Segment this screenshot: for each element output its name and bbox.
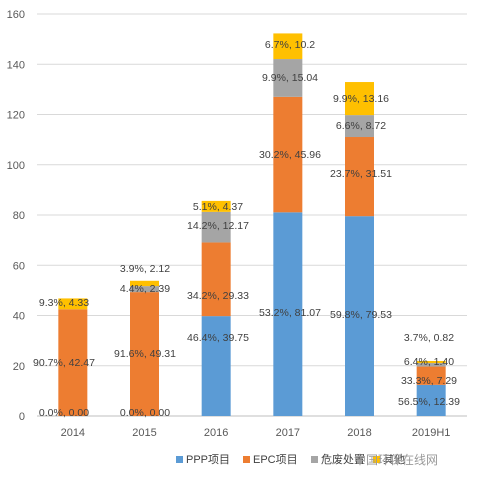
data-label: 6.6%, 8.72 xyxy=(336,120,386,132)
legend-swatch xyxy=(176,456,183,463)
legend: PPP项目 EPC项目 危废处置 其他 xyxy=(176,452,405,466)
gridlines xyxy=(37,13,467,417)
y-tick-label: 60 xyxy=(13,260,25,272)
data-label: 90.7%, 42.47 xyxy=(33,357,95,369)
y-tick-label: 100 xyxy=(7,160,25,172)
bar-segment xyxy=(416,384,446,416)
bar-segment xyxy=(345,216,374,416)
data-label: 33.3%, 7.29 xyxy=(401,375,457,387)
bar-segment xyxy=(201,211,231,243)
data-label: 91.6%, 49.31 xyxy=(114,348,176,360)
data-label: 9.9%, 13.16 xyxy=(333,93,389,105)
bar-segment xyxy=(130,286,159,293)
y-tick-label: 120 xyxy=(7,110,25,122)
data-label: 30.2%, 45.96 xyxy=(259,149,321,161)
bar-segment xyxy=(273,33,303,60)
watermark-text: 中国环保在线网 xyxy=(354,452,438,467)
bar-segment xyxy=(345,115,374,138)
legend-swatch xyxy=(243,456,250,463)
x-tick-label: 2014 xyxy=(61,427,85,439)
data-label: 6.4%, 1.40 xyxy=(404,356,454,368)
bar-segment xyxy=(201,242,231,317)
data-label: 59.8%, 79.53 xyxy=(330,309,392,321)
bar-segment xyxy=(201,200,231,212)
legend-label: 危废处置 xyxy=(321,452,365,466)
data-label: 14.2%, 12.17 xyxy=(187,220,249,232)
data-label: 9.9%, 15.04 xyxy=(262,72,318,84)
data-label: 34.2%, 29.33 xyxy=(187,290,249,302)
y-tick-label: 40 xyxy=(13,311,25,323)
data-label: 5.1%, 4.37 xyxy=(193,201,243,213)
bar-segment xyxy=(345,82,374,116)
data-label: 4.4%, 2.39 xyxy=(120,283,170,295)
legend-label: PPP项目 xyxy=(186,453,230,466)
y-tick-label: 20 xyxy=(13,361,25,373)
data-label: 0.0%, 0.00 xyxy=(120,407,170,419)
bar-segment xyxy=(273,96,303,213)
bar-segment xyxy=(130,292,159,416)
data-labels: 0.0%, 0.00 90.7%, 42.47 9.3%, 4.33 0.0%, 0.… xyxy=(33,39,460,419)
x-tick-label: 2015 xyxy=(132,427,156,439)
bars xyxy=(58,33,446,416)
x-tick-label: 2016 xyxy=(204,427,228,439)
data-label: 3.7%, 0.82 xyxy=(404,332,454,344)
bar-segment xyxy=(58,309,88,416)
bar-segment xyxy=(201,316,231,416)
bar-segment xyxy=(416,363,446,367)
y-tick-label: 140 xyxy=(7,59,25,71)
data-label: 3.9%, 2.12 xyxy=(120,263,170,275)
bar-segment xyxy=(345,137,374,217)
data-label: 46.4%, 39.75 xyxy=(187,332,249,344)
legend-label: 其他 xyxy=(383,453,405,466)
bar-segment xyxy=(273,59,303,97)
data-label: 6.7%, 10.2 xyxy=(265,39,315,51)
data-label: 53.2%, 81.07 xyxy=(259,307,321,319)
data-label: 0.0%, 0.00 xyxy=(39,407,89,419)
axes: 0 20 40 60 80 100 120 140 160 2014 2015 2016 2017 201… xyxy=(7,9,451,439)
legend-swatch xyxy=(311,456,318,463)
y-tick-label: 80 xyxy=(13,210,25,222)
legend-swatch xyxy=(373,456,380,463)
data-label: 23.7%, 31.51 xyxy=(330,168,392,180)
x-tick-label: 2019H1 xyxy=(412,427,451,439)
bar-segment xyxy=(58,298,88,310)
watermark: 中国环保在线网 xyxy=(354,452,438,467)
x-tick-label: 2018 xyxy=(347,427,371,439)
legend-label: EPC项目 xyxy=(253,453,298,466)
x-tick-label: 2017 xyxy=(276,427,300,439)
bar-segment xyxy=(273,212,303,416)
data-label: 56.5%, 12.39 xyxy=(398,396,460,408)
bar-segment xyxy=(416,366,446,385)
data-label: 9.3%, 4.33 xyxy=(39,297,89,309)
bar-segment xyxy=(130,280,159,287)
y-tick-label: 0 xyxy=(19,411,25,423)
bar-segment xyxy=(416,360,446,364)
y-tick-label: 160 xyxy=(7,9,25,21)
